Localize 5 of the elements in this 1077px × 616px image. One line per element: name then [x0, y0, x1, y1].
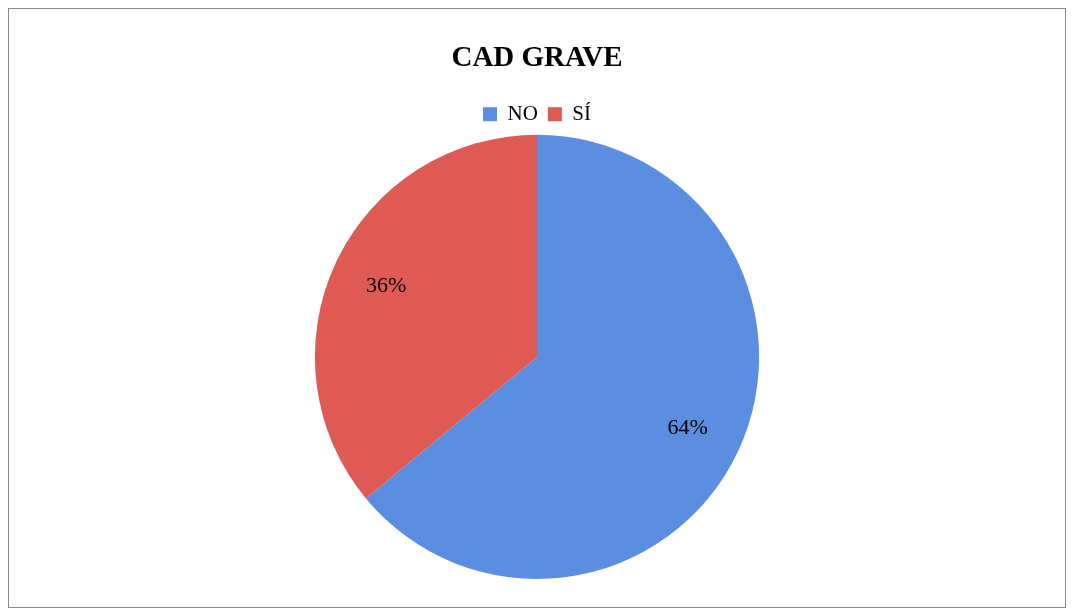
legend-label: SÍ: [572, 100, 592, 125]
chart-title: CAD GRAVE: [451, 39, 623, 72]
data-label: 36%: [366, 271, 407, 297]
data-label: 64%: [667, 413, 708, 439]
legend-label: NO: [507, 100, 538, 125]
